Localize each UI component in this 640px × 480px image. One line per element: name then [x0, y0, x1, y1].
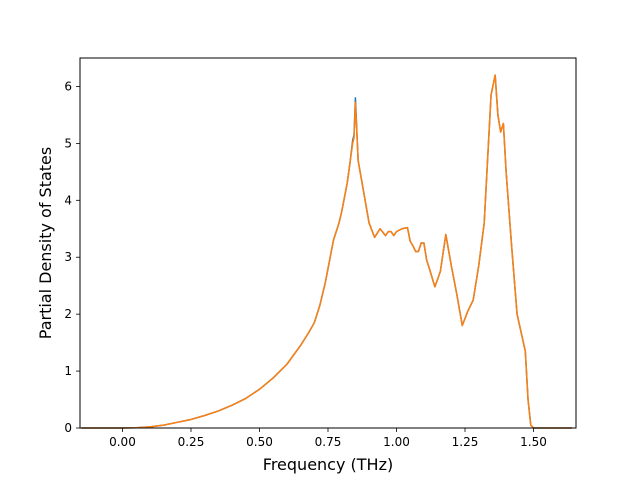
x-tick-label: 1.50 — [520, 435, 547, 449]
y-tick-label: 4 — [64, 193, 72, 207]
x-tick-label: 0.50 — [246, 435, 273, 449]
y-tick-label: 0 — [64, 421, 72, 435]
x-tick-label: 0.00 — [109, 435, 136, 449]
x-tick-label: 0.25 — [178, 435, 205, 449]
plot-area-background — [80, 58, 576, 428]
x-axis-label: Frequency (THz) — [263, 455, 393, 474]
x-axis: 0.00 0.25 0.50 0.75 1.00 1.25 1.50 — [109, 428, 547, 449]
y-axis: 0 1 2 3 4 5 6 — [64, 79, 80, 435]
y-axis-label: Partial Density of States — [36, 147, 55, 339]
x-tick-label: 1.25 — [452, 435, 479, 449]
x-tick-label: 0.75 — [315, 435, 342, 449]
y-tick-label: 3 — [64, 250, 72, 264]
series-layer — [81, 74, 572, 429]
y-tick-label: 5 — [64, 136, 72, 150]
y-tick-label: 1 — [64, 364, 72, 378]
y-tick-label: 6 — [64, 79, 72, 93]
series-line-2 — [81, 74, 572, 429]
y-tick-label: 2 — [64, 307, 72, 321]
x-tick-label: 1.00 — [383, 435, 410, 449]
